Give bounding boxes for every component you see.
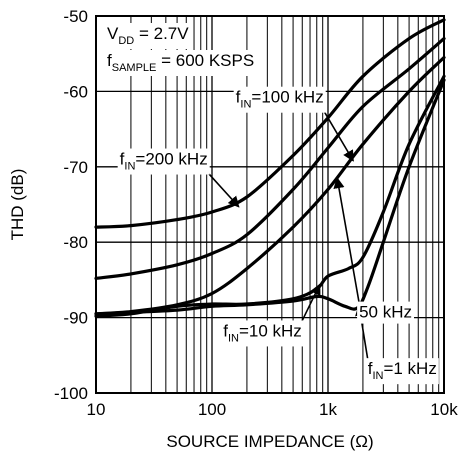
series-label-background [117,148,210,175]
series-label-background [221,320,304,347]
series-label: fIN=1 kHz [368,359,437,382]
y-tick-label: -80 [63,233,88,252]
vdd-condition: VDD = 2.7V [107,24,189,47]
series-labels: fIN=200 kHz fIN=100 kHz 50 kHz fIN=10 kHz fI… [117,86,439,385]
y-tick-label: -100 [54,384,88,403]
y-tick-label: -90 [63,309,88,328]
fsample-condition: fSAMPLE = 600 KSPS [107,51,254,74]
series-label: fIN=200 kHz [120,150,208,173]
series-label-background [233,86,326,113]
x-tick-label: 10k [430,400,458,419]
series-label: fIN=100 kHz [236,88,324,111]
annotation-arrow [333,177,360,303]
condition-background [105,50,257,76]
test-conditions: VDD = 2.7V fSAMPLE = 600 KSPS [105,23,257,76]
x-tick-label: 100 [198,400,226,419]
annotation-arrow [207,172,240,208]
annotation-arrow [323,110,354,162]
series-label-background [365,358,439,385]
series-line [94,18,446,229]
series-label: 50 kHz [359,303,412,322]
x-tick-label: 1k [319,400,337,419]
y-tick-label: -60 [63,82,88,101]
series-label-background [357,301,415,324]
series-label: fIN=10 kHz [223,321,302,344]
y-tick-label: -50 [63,7,88,26]
series-line [94,78,446,316]
x-axis-title: SOURCE IMPEDANCE (Ω) [166,432,373,451]
plot-frame [95,15,445,394]
y-axis-title: THD (dB) [8,169,27,241]
series-line [94,37,446,280]
tick-labels: 10 100 1k 10k -50 -60 -70 -80 -90 -100 [54,7,458,419]
y-tick-label: -70 [63,158,88,177]
x-tick-label: 10 [87,400,106,419]
annotation-arrow [301,283,321,322]
condition-background [105,23,192,49]
